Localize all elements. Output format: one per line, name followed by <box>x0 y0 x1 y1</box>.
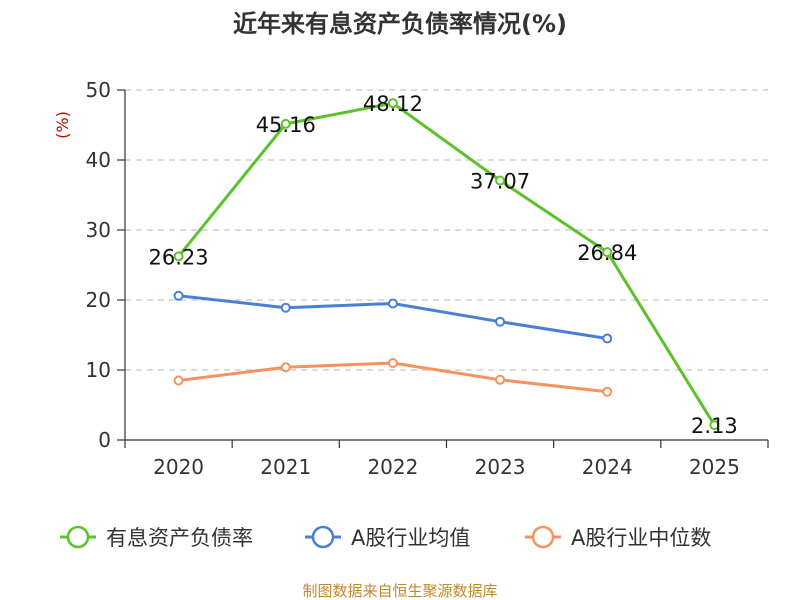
y-tick-label: 20 <box>86 288 111 312</box>
data-label: 26.23 <box>149 245 209 269</box>
data-point <box>495 316 506 327</box>
data-point <box>602 386 613 397</box>
data-point <box>173 251 184 262</box>
source-note: 制图数据来自恒生聚源数据库 <box>302 582 497 600</box>
data-label: 45.16 <box>256 113 316 137</box>
data-labels: 26.23 45.16 48.12 37.07 26.84 2.13 <box>149 92 738 438</box>
legend-label: 有息资产负债率 <box>106 526 253 550</box>
legend-marker <box>531 525 555 549</box>
series-lines <box>173 98 720 431</box>
data-point <box>173 375 184 386</box>
data-point <box>387 358 398 368</box>
x-tick-label: 2025 <box>689 455 740 479</box>
y-tick-label: 0 <box>98 428 111 452</box>
legend-label: A股行业中位数 <box>571 526 711 550</box>
x-tick-label: 2024 <box>582 455 633 479</box>
y-tick-label: 10 <box>86 358 111 382</box>
data-point <box>495 175 506 186</box>
y-tick-label: 40 <box>86 148 111 172</box>
data-point <box>602 247 613 258</box>
data-label: 48.12 <box>363 92 423 116</box>
data-point <box>709 420 720 431</box>
data-point <box>280 362 291 373</box>
x-tick-label: 2020 <box>153 455 204 479</box>
data-point <box>387 98 398 109</box>
data-point <box>280 118 291 129</box>
x-tick-label: 2022 <box>367 455 418 479</box>
data-point <box>495 374 506 385</box>
y-axis-unit: (%) <box>53 111 72 139</box>
series-line-0 <box>177 101 716 426</box>
y-tick-label: 50 <box>86 78 111 102</box>
legend-marker <box>311 525 335 549</box>
data-point <box>280 302 291 313</box>
x-tick-label: 2021 <box>260 455 311 479</box>
data-label: 26.84 <box>577 241 637 265</box>
legend-marker <box>66 525 90 549</box>
chart-title: 近年来有息资产负债率情况(%) <box>233 10 567 38</box>
axes: 0 10 20 30 40 50 2020 2021 2022 2023 2024 2025 <box>86 78 769 479</box>
data-point <box>387 298 398 309</box>
x-tick-label: 2023 <box>475 455 526 479</box>
grid-lines <box>125 89 768 371</box>
data-point <box>173 290 184 301</box>
y-tick-label: 30 <box>86 218 111 242</box>
data-label: 2.13 <box>691 414 738 438</box>
data-point <box>602 333 613 344</box>
legend: 有息资产负债率 A股行业均值 A股行业中位数 <box>60 525 711 550</box>
legend-label: A股行业均值 <box>351 526 470 550</box>
data-label: 37.07 <box>470 170 530 194</box>
